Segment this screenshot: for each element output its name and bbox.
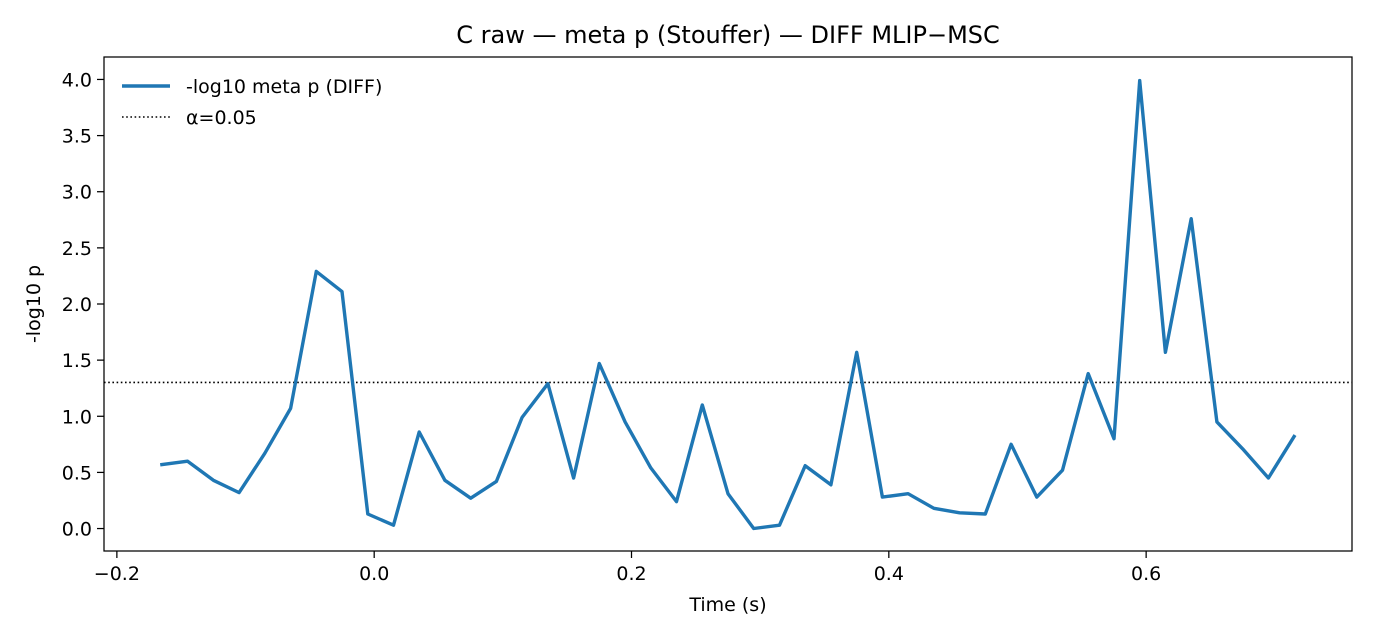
y-tick-label: 0.0: [62, 519, 92, 541]
y-tick-label: 3.0: [62, 182, 92, 204]
chart-title: C raw — meta p (Stouffer) — DIFF MLIP−MS…: [456, 21, 1000, 49]
y-tick-label: 2.5: [62, 238, 92, 260]
x-tick-label: 0.0: [359, 563, 389, 585]
y-tick-label: 1.0: [62, 406, 92, 428]
x-axis-label: Time (s): [688, 594, 766, 616]
y-tick-label: 4.0: [62, 69, 92, 91]
plot-area: [104, 78, 1352, 531]
y-axis: 0.0 0.5 1.0 1.5 2.0 2.5 3.0 3.5 4.0: [62, 69, 104, 541]
y-tick-label: 0.5: [62, 462, 92, 484]
x-tick-label: 0.4: [874, 563, 904, 585]
series-line: [159, 78, 1297, 531]
legend-label-alpha: α=0.05: [186, 107, 257, 129]
legend-label-series: -log10 meta p (DIFF): [186, 76, 382, 98]
y-tick-label: 2.0: [62, 294, 92, 316]
legend: -log10 meta p (DIFF) α=0.05: [122, 76, 382, 129]
y-tick-label: 3.5: [62, 126, 92, 148]
x-axis: −0.2 0.0 0.2 0.4 0.6: [94, 551, 1161, 585]
x-tick-label: −0.2: [94, 563, 140, 585]
x-tick-label: 0.6: [1131, 563, 1161, 585]
y-tick-label: 1.5: [62, 350, 92, 372]
x-tick-label: 0.2: [616, 563, 646, 585]
y-axis-label: -log10 p: [23, 265, 45, 343]
